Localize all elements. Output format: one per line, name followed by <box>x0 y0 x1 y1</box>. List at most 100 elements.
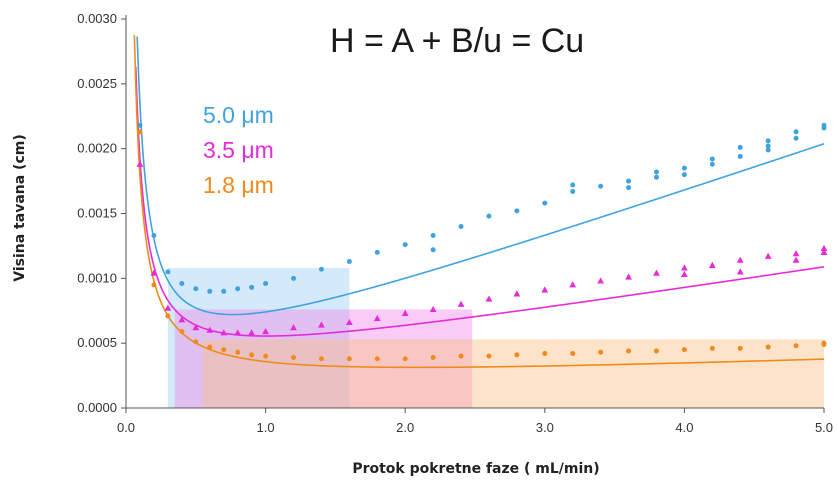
chart-title: H = A + B/u = Cu <box>330 22 584 60</box>
point-series-0-8 <box>249 284 255 290</box>
point-series-2-13 <box>374 356 380 362</box>
point-series-1-21 <box>597 277 605 284</box>
point-series-1-28 <box>736 268 744 275</box>
point-series-1-23 <box>653 269 660 276</box>
y-axis-title: Visina tavana (cm) <box>12 134 28 282</box>
point-series-0-33 <box>737 144 743 150</box>
point-series-2-12 <box>346 356 352 362</box>
optimal-region-bands <box>167 267 824 408</box>
point-series-0-12 <box>346 258 352 264</box>
point-series-2-8 <box>249 352 255 358</box>
point-series-0-9 <box>263 281 269 287</box>
curve-series-1 <box>134 66 825 337</box>
point-series-1-22 <box>625 273 632 280</box>
point-series-2-19 <box>542 351 548 357</box>
point-series-1-33 <box>820 248 828 255</box>
point-series-0-18 <box>486 213 492 219</box>
point-series-0-13 <box>374 249 380 255</box>
point-series-2-14 <box>402 356 408 362</box>
point-series-2-23 <box>653 348 659 354</box>
point-series-1-18 <box>513 290 521 297</box>
x-tick-label: 1.0 <box>257 420 275 435</box>
shaded-region-0 <box>167 267 350 408</box>
point-series-0-11 <box>318 266 324 272</box>
point-series-2-9 <box>263 353 269 359</box>
point-series-0-16 <box>430 247 436 253</box>
point-series-0-31 <box>709 161 715 167</box>
fit-curves <box>133 35 825 369</box>
point-series-2-16 <box>458 353 464 359</box>
point-series-2-24 <box>681 347 687 353</box>
point-series-2-1 <box>151 282 157 288</box>
y-tick-label: 0.0015 <box>77 206 117 221</box>
point-series-0-20 <box>542 200 548 206</box>
point-series-2-22 <box>626 348 632 354</box>
y-tick-label: 0.0025 <box>77 76 117 91</box>
point-series-0-36 <box>765 143 771 149</box>
x-tick-label: 2.0 <box>396 420 414 435</box>
legend: 5.0 μm 3.5 μm 1.8 μm <box>203 102 274 198</box>
point-series-1-10 <box>290 324 297 331</box>
y-tick-label: 0.0020 <box>77 141 117 156</box>
x-tick-label: 4.0 <box>675 420 693 435</box>
point-series-2-11 <box>318 356 324 362</box>
point-series-1-25 <box>681 270 688 278</box>
point-series-2-20 <box>570 351 576 357</box>
point-series-2-28 <box>793 343 799 349</box>
point-series-0-24 <box>626 178 632 184</box>
point-series-1-15 <box>429 305 437 313</box>
point-series-0-38 <box>793 129 799 135</box>
point-series-0-34 <box>765 138 771 144</box>
point-series-0-3 <box>179 281 185 287</box>
point-series-0-2 <box>165 269 171 275</box>
point-series-1-4 <box>192 324 200 331</box>
y-tick-label: 0.0000 <box>77 400 117 415</box>
point-series-1-17 <box>485 295 493 302</box>
point-series-0-4 <box>193 286 199 292</box>
point-series-0-30 <box>709 156 715 162</box>
shaded-region-2 <box>202 339 824 408</box>
point-series-1-20 <box>569 281 577 288</box>
point-series-1-6 <box>220 329 228 336</box>
curve-series-0 <box>136 36 825 316</box>
point-series-0-7 <box>235 286 241 292</box>
y-tick-label: 0.0005 <box>77 335 117 350</box>
point-series-0-25 <box>626 185 632 191</box>
point-series-1-0 <box>136 160 144 167</box>
point-series-1-32 <box>820 244 828 252</box>
point-series-1-31 <box>792 256 800 263</box>
x-tick-label: 0.0 <box>117 420 135 435</box>
point-series-2-25 <box>709 345 715 351</box>
point-series-1-12 <box>345 318 353 326</box>
point-series-2-10 <box>291 354 297 360</box>
point-series-1-24 <box>681 264 688 271</box>
point-series-1-13 <box>373 314 381 322</box>
point-series-2-4 <box>193 339 199 345</box>
legend-item-0: 5.0 μm <box>203 102 274 128</box>
y-tick-label: 0.0010 <box>77 270 117 285</box>
point-series-0-28 <box>681 172 687 178</box>
point-series-2-15 <box>430 354 436 360</box>
point-series-0-19 <box>514 208 520 214</box>
data-points <box>136 122 828 362</box>
point-series-0-26 <box>653 174 659 180</box>
point-series-2-6 <box>221 347 227 353</box>
point-series-2-2 <box>165 313 171 319</box>
point-series-0-5 <box>207 288 213 294</box>
point-series-0-29 <box>681 165 687 171</box>
point-series-0-10 <box>291 275 297 281</box>
point-series-2-7 <box>235 349 241 355</box>
point-series-0-6 <box>221 288 227 294</box>
point-series-2-26 <box>737 345 743 351</box>
point-series-0-14 <box>402 242 408 248</box>
point-series-1-8 <box>248 329 256 336</box>
point-series-2-21 <box>598 349 604 355</box>
point-series-2-18 <box>514 352 520 358</box>
point-series-1-16 <box>457 300 465 307</box>
point-series-0-27 <box>653 169 659 175</box>
axes <box>121 15 825 413</box>
x-axis-title: Protok pokretne faze ( mL/min) <box>352 461 599 477</box>
point-series-0-0 <box>137 122 143 128</box>
point-series-1-11 <box>318 321 325 328</box>
